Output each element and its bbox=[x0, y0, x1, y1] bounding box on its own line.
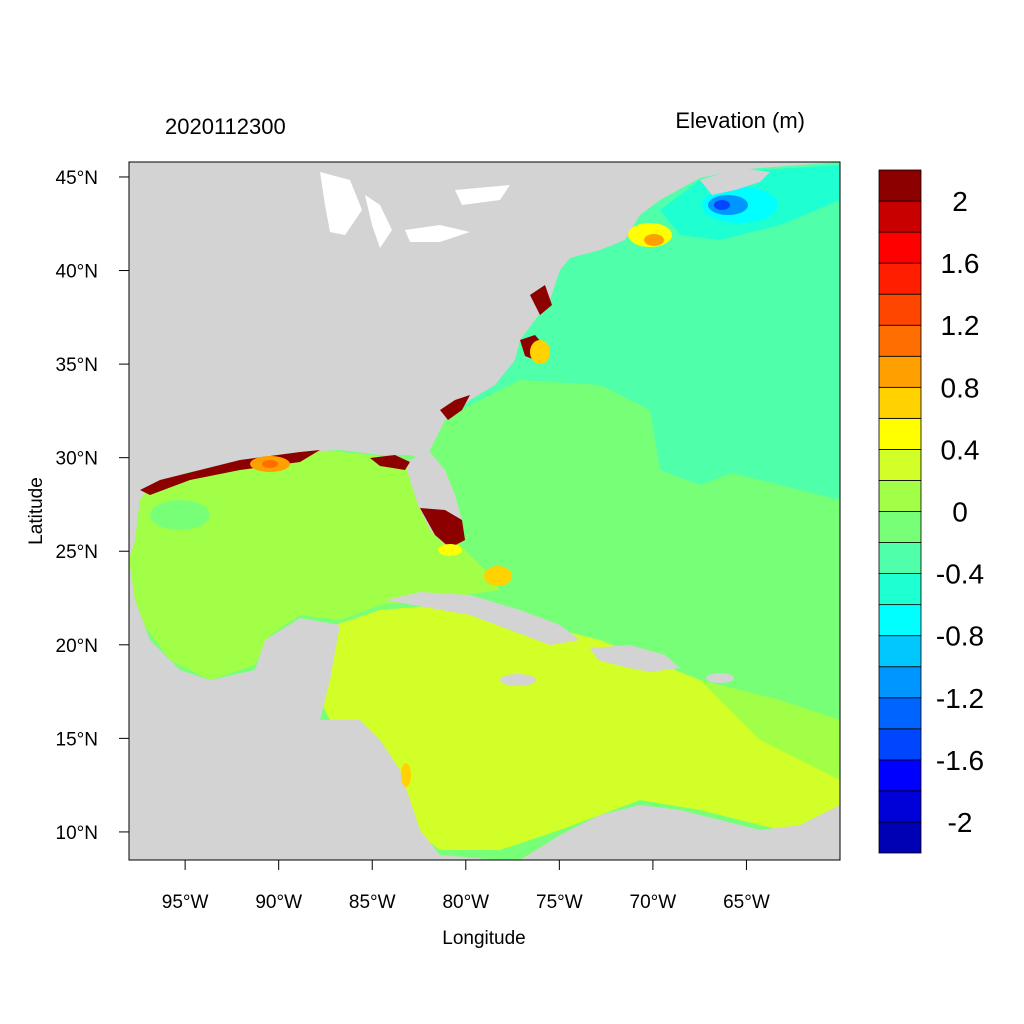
colorbar-swatch bbox=[878, 355, 922, 388]
x-tick-label: 70°W bbox=[630, 892, 677, 913]
mississippi-surge-core bbox=[262, 460, 278, 468]
y-tick-label: 40°N bbox=[56, 262, 98, 283]
y-tick-label: 15°N bbox=[56, 729, 98, 750]
caribbean-sea bbox=[310, 605, 840, 860]
colorbar-swatch bbox=[878, 697, 922, 730]
mexico-land bbox=[129, 560, 500, 860]
colorbar-label: 1.6 bbox=[941, 248, 980, 279]
colorbar-swatch bbox=[878, 821, 922, 854]
jamaica-island bbox=[500, 674, 536, 686]
colorbar-swatch bbox=[878, 790, 922, 823]
date-label: 2020112300 bbox=[165, 114, 286, 139]
cuba-island bbox=[385, 592, 580, 645]
chesapeake-surge bbox=[530, 285, 552, 315]
plot-frame bbox=[128, 161, 841, 861]
puerto-rico-island bbox=[706, 673, 734, 683]
colorbar-swatch bbox=[878, 666, 922, 699]
colorbar-label: -0.4 bbox=[936, 559, 984, 590]
colorbar-label: 2 bbox=[952, 186, 968, 217]
colorbar-swatch bbox=[878, 604, 922, 637]
colorbar-labels: 2 1.6 1.2 0.8 0.4 0 -0.4 -0.8 -1.2 -1.6 -2 bbox=[936, 186, 984, 838]
colorbar-swatch bbox=[878, 542, 922, 574]
y-axis-ticks: 45°N 40°N 35°N 30°N 25°N 20°N 15°N 10°N bbox=[56, 168, 129, 844]
outer-banks-band bbox=[530, 340, 550, 364]
y-tick-label: 20°N bbox=[56, 636, 98, 657]
georgia-coast-surge bbox=[440, 395, 470, 420]
colorbar-swatch bbox=[878, 169, 922, 202]
north-america-land bbox=[129, 162, 840, 560]
y-tick-label: 10°N bbox=[56, 823, 98, 844]
gulf-of-mexico bbox=[129, 450, 500, 680]
x-tick-label: 65°W bbox=[723, 892, 770, 913]
x-axis-label: Longitude bbox=[442, 928, 525, 949]
colorbar-label: 1.2 bbox=[941, 310, 980, 341]
x-axis-ticks: 95°W 90°W 85°W 80°W 75°W 70°W 65°W bbox=[162, 860, 770, 913]
colorbar-swatch bbox=[878, 759, 922, 792]
trough-min bbox=[714, 200, 730, 210]
colorbar-label: -0.8 bbox=[936, 621, 984, 652]
cape-cod-core bbox=[644, 234, 664, 246]
colorbar-label: 0 bbox=[952, 497, 968, 528]
y-tick-label: 30°N bbox=[56, 449, 98, 470]
colorbar-swatch bbox=[878, 635, 922, 668]
colorbar-label: -1.6 bbox=[936, 745, 984, 776]
big-bend-surge bbox=[370, 455, 410, 470]
x-tick-label: 80°W bbox=[442, 892, 489, 913]
colorbar-swatch bbox=[878, 386, 922, 419]
variable-label: Elevation (m) bbox=[675, 108, 805, 133]
colorbar-swatch bbox=[878, 728, 922, 761]
x-tick-label: 75°W bbox=[536, 892, 583, 913]
x-tick-label: 90°W bbox=[255, 892, 302, 913]
nova-scotia-land bbox=[700, 168, 770, 195]
colorbar-swatch bbox=[878, 200, 922, 233]
colorbar-swatch bbox=[878, 324, 922, 357]
y-tick-label: 45°N bbox=[56, 168, 98, 189]
caribbean-east-band bbox=[700, 680, 840, 780]
colorbar-label: -1.2 bbox=[936, 683, 984, 714]
colorbar-swatch bbox=[878, 449, 922, 481]
hispaniola-island bbox=[590, 645, 680, 672]
bahamas-band bbox=[484, 566, 512, 586]
colorbar-label: 0.8 bbox=[941, 372, 980, 403]
central-america-band bbox=[401, 763, 411, 787]
atlantic-low-band-east bbox=[720, 425, 840, 500]
map-field bbox=[129, 162, 840, 860]
colorbar-swatch bbox=[878, 262, 922, 295]
y-tick-label: 35°N bbox=[56, 355, 98, 376]
x-tick-label: 95°W bbox=[162, 892, 209, 913]
colorbar bbox=[878, 169, 922, 854]
colorbar-swatch bbox=[878, 573, 922, 606]
colorbar-label: -2 bbox=[948, 807, 973, 838]
colorbar-swatch bbox=[878, 511, 922, 543]
y-tick-label: 25°N bbox=[56, 542, 98, 563]
south-florida-surge bbox=[420, 508, 465, 548]
south-america-land bbox=[520, 805, 840, 860]
colorbar-swatch bbox=[878, 231, 922, 264]
great-lakes bbox=[320, 172, 510, 248]
x-tick-label: 85°W bbox=[349, 892, 396, 913]
colorbar-swatch bbox=[878, 417, 922, 450]
colorbar-swatch bbox=[878, 293, 922, 326]
colorbar-swatch bbox=[878, 480, 922, 512]
keys-band bbox=[438, 544, 462, 556]
y-axis-label: Latitude bbox=[26, 477, 47, 545]
gulf-low-west bbox=[150, 500, 210, 530]
colorbar-label: 0.4 bbox=[941, 434, 980, 465]
